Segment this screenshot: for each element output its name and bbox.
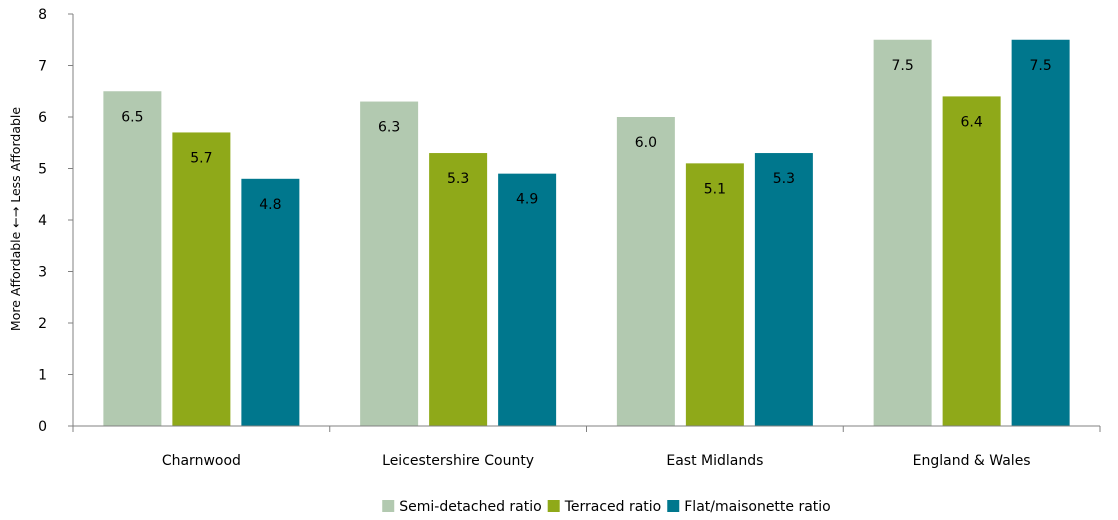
y-tick-label: 0 [38,419,47,435]
legend-swatch [667,500,680,512]
legend-label: Terraced ratio [564,499,662,515]
bar [873,39,932,426]
legend-swatch [547,500,560,512]
bar [754,153,813,427]
bar [685,163,744,426]
bar [942,96,1001,427]
data-label: 6.0 [635,135,657,151]
data-label: 5.7 [190,150,212,166]
legend-item: Semi-detached ratio [382,499,542,515]
data-label: 6.5 [121,109,143,125]
y-axis-title: More Affordable ←→ Less Affordable [8,107,23,331]
x-tick-label: England & Wales [913,453,1031,469]
x-tick-label: East Midlands [666,453,763,469]
y-tick-label: 3 [38,265,47,281]
data-label: 5.1 [704,181,726,197]
data-labels: 6.5 5.7 4.8 6.3 5.3 4.9 6.0 5.1 5.3 7.5 6.4 7.5 [121,58,1052,213]
bar [616,117,675,426]
bar [103,91,162,426]
x-axis: Charnwood Leicestershire County East Midla… [72,425,1101,469]
y-tick-label: 5 [38,162,47,178]
y-tick-label: 4 [38,213,47,229]
data-label: 7.5 [891,58,913,74]
x-tick-label: Charnwood [162,453,241,469]
legend-swatch [382,500,395,512]
bar [1011,39,1070,426]
y-axis: 0 1 2 3 4 5 6 7 8 [38,7,74,435]
bar [172,132,231,426]
data-label: 4.9 [516,192,538,208]
y-tick-label: 1 [38,368,47,384]
y-tick-label: 6 [38,110,47,126]
bar [360,101,419,427]
legend-item: Terraced ratio [547,499,662,515]
data-label: 5.3 [447,171,469,187]
legend-label: Semi-detached ratio [399,499,541,515]
legend-label: Flat/maisonette ratio [684,499,831,515]
x-tick-label: Leicestershire County [382,453,534,469]
data-label: 4.8 [259,197,281,213]
bar [498,173,557,426]
y-tick-label: 2 [38,316,47,332]
data-label: 5.3 [773,171,795,187]
bar [429,153,488,427]
y-tick-label: 8 [38,7,47,23]
data-label: 7.5 [1029,58,1051,74]
legend-item: Flat/maisonette ratio [667,499,831,515]
y-tick-label: 7 [38,59,47,75]
bar [241,178,300,426]
data-label: 6.4 [960,114,982,130]
legend: Semi-detached ratio Terraced ratio Flat/ma… [382,499,831,515]
data-label: 6.3 [378,120,400,136]
bars [103,39,1070,427]
